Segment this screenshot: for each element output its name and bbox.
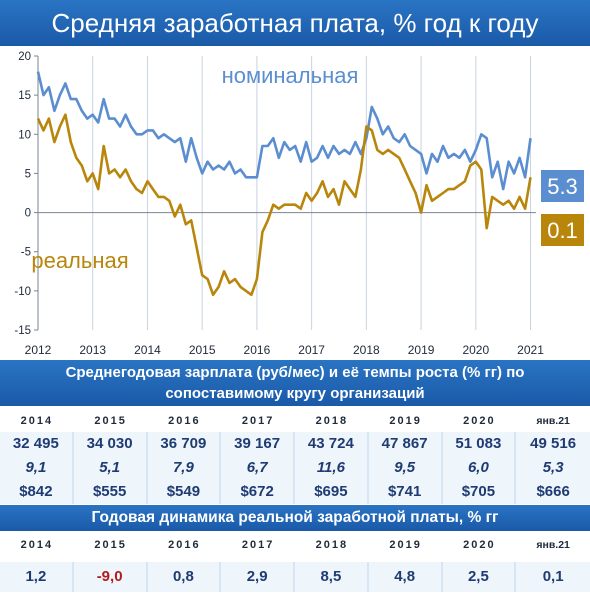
real-values-row: 1,2 -9,0 0,8 2,9 8,5 4,8 2,5 0,1 [0,562,590,592]
growth-cell: 5,3 [542,459,564,476]
salary-cell: 49 516 [530,435,577,452]
y-tick-label: 10 [18,129,31,141]
real-value-cell: 1,2 [0,562,74,592]
year-cell: 2014 [20,415,54,427]
growth-cell: 6,0 [443,456,517,480]
salary-table-heading-line1: Среднегодовая зарплата (руб/мес) и её те… [65,364,525,381]
year-cell: 2017 [241,415,275,427]
chart-title: Средняя заработная плата, % год к году [0,0,590,46]
usd-cell: $695 [295,480,369,504]
x-tick-label: 2012 [25,343,52,357]
usd-cell: $549 [148,480,222,504]
y-tick-label: 20 [18,51,31,63]
usd-cell: $555 [74,480,148,504]
salary-rub-row: 32 495 34 030 36 709 39 167 43 724 47 86… [0,432,590,456]
usd-cell: $741 [369,480,443,504]
salary-growth-row: 9,1 5,1 7,9 6,7 11,6 9,5 6,0 5,3 [0,456,590,480]
year-cell: 2017 [241,539,275,551]
salary-cell: 51 083 [443,432,517,456]
year-cell: 2019 [389,539,422,551]
chart-area: -15 -10 -5 0 5 10 15 20 2012 2013 2014 2015 2016 2017… [0,46,590,360]
real-value-cell: 2,5 [443,562,517,592]
series-label: реальная [31,248,128,273]
end-value-badge [541,170,584,202]
growth-cell: 5,1 [74,456,148,480]
real-years-row: 2014 2015 2016 2017 2018 2019 2020 янв.2… [0,534,590,556]
year-cell: 2014 [20,539,54,551]
salary-table-heading: Среднегодовая зарплата (руб/мес) и её те… [0,360,590,406]
y-tick-label: -10 [14,286,31,298]
x-tick-label: 2015 [189,343,216,357]
salary-cell: 36 709 [148,432,222,456]
end-value-label: 5.3 [547,174,578,199]
year-cell: янв.21 [536,415,570,427]
salary-years-row: 2014 2015 2016 2017 2018 2019 2020 янв.2… [0,410,590,432]
growth-cell: 9,5 [369,456,443,480]
x-tick-label: 2021 [517,343,544,357]
salary-usd-row: $842 $555 $549 $672 $695 $741 $705 $666 [0,480,590,504]
real-value-cell: 8,5 [295,562,369,592]
x-tick-label: 2014 [134,343,161,357]
growth-cell: 9,1 [0,456,74,480]
year-cell: 2016 [168,415,201,427]
x-tick-label: 2019 [408,343,435,357]
growth-cell: 6,7 [221,456,295,480]
y-tick-label: -15 [14,325,31,337]
end-value-label: 0.1 [547,218,578,243]
end-value-badge [541,214,584,246]
real-value-cell: 4,8 [369,562,443,592]
series-line-nominal [36,71,532,191]
series-label: номинальная [222,63,359,88]
line-chart: -15 -10 -5 0 5 10 15 20 2012 2013 2014 2015 2016 2017… [14,51,584,357]
growth-cell: 7,9 [148,456,222,480]
x-tick-label: 2013 [79,343,106,357]
real-value-cell: 0,8 [148,562,222,592]
usd-cell: $672 [221,480,295,504]
year-cell: 2015 [94,539,127,551]
salary-cell: 43 724 [295,432,369,456]
x-tick-label: 2017 [298,343,325,357]
x-tick-label: 2018 [353,343,380,357]
x-tick-label: 2016 [244,343,271,357]
growth-cell: 11,6 [295,456,369,480]
real-value-cell: 2,9 [221,562,295,592]
usd-cell: $666 [536,483,570,500]
real-table-heading: Годовая динамика реальной заработной пла… [0,505,590,531]
year-cell: 2020 [463,539,496,551]
x-tick-label: 2020 [462,343,489,357]
usd-cell: $705 [443,480,517,504]
year-cell: янв.21 [536,539,570,551]
year-cell: 2018 [315,539,349,551]
year-cell: 2018 [315,415,349,427]
series-line-real [36,113,532,297]
year-cell: 2015 [94,415,127,427]
real-value-cell: -9,0 [74,562,148,592]
year-cell: 2019 [389,415,422,427]
year-cell: 2016 [168,539,201,551]
salary-cell: 47 867 [369,432,443,456]
y-tick-label: 15 [18,90,31,102]
salary-cell: 32 495 [0,432,74,456]
usd-cell: $842 [0,480,74,504]
y-tick-label: 5 [25,168,31,180]
salary-table-heading-line2: сопоставимому кругу организаций [165,385,425,402]
real-value-cell: 0,1 [542,568,564,585]
year-cell: 2020 [463,415,496,427]
salary-cell: 34 030 [74,432,148,456]
salary-cell: 39 167 [221,432,295,456]
y-tick-label: -5 [21,247,31,259]
y-tick-label: 0 [25,208,31,220]
